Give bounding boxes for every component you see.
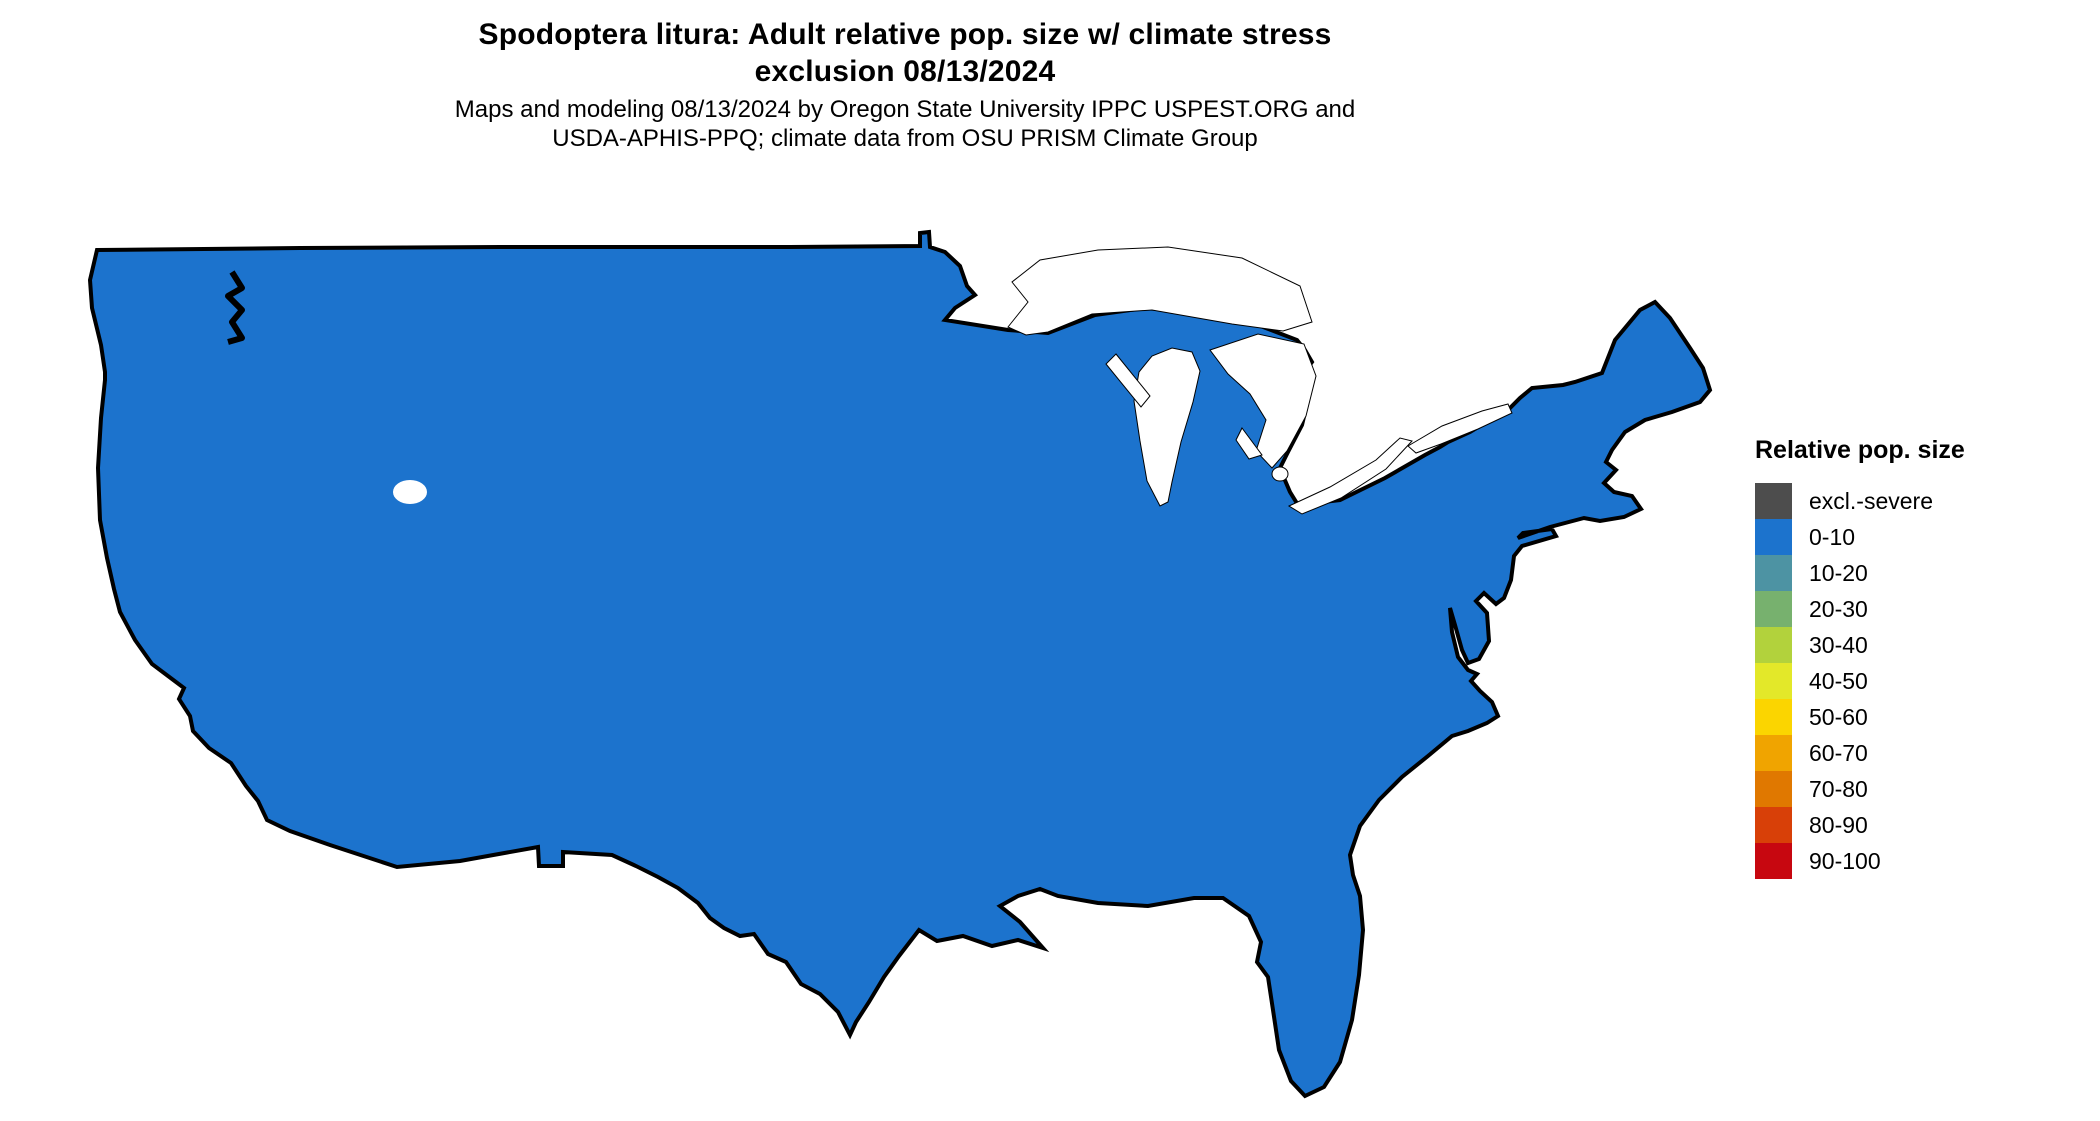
legend-entry-label: excl.-severe: [1809, 487, 1933, 514]
lake-st-clair: [1271, 466, 1289, 482]
legend-swatch: [1755, 555, 1792, 591]
speckle-band-florida-keys: [1300, 1095, 1305, 1096]
legend: Relative pop. size excl.-severe 0-10 10-20…: [1755, 436, 1965, 879]
lake-erie: [1287, 437, 1413, 515]
legend-entry-label: 80-90: [1809, 811, 1868, 838]
coastline-stroke: [88, 230, 1712, 1098]
legend-entry: 80-90: [1755, 807, 1965, 843]
legend-swatch: [1755, 843, 1792, 879]
great-salt-lake: [393, 480, 427, 504]
great-lakes: [225, 246, 1513, 515]
legend-entry: 20-30: [1755, 591, 1965, 627]
legend-swatch: [1755, 591, 1792, 627]
legend-swatch: [1755, 519, 1792, 555]
legend-swatch: [1755, 807, 1792, 843]
lake-huron: [1209, 333, 1317, 469]
legend-entry-label: 30-40: [1809, 631, 1868, 658]
legend-title: Relative pop. size: [1755, 436, 1965, 464]
legend-entry: 40-50: [1755, 663, 1965, 699]
legend-entry: excl.-severe: [1755, 483, 1965, 519]
legend-entry-label: 90-100: [1809, 847, 1881, 874]
lake-ontario: [1407, 403, 1513, 454]
legend-entry: 90-100: [1755, 843, 1965, 879]
legend-entry-label: 50-60: [1809, 703, 1868, 730]
legend-list: excl.-severe 0-10 10-20 20-30 30-40 40-50 50-6…: [1755, 483, 1965, 879]
saginaw-bay: [1235, 427, 1263, 460]
legend-entry-label: 20-30: [1809, 595, 1868, 622]
legend-entry-label: 10-20: [1809, 559, 1868, 586]
legend-entry: 50-60: [1755, 699, 1965, 735]
legend-swatch: [1755, 699, 1792, 735]
lake-superior: [1007, 246, 1313, 336]
legend-entry-label: 0-10: [1809, 523, 1856, 550]
legend-entry: 30-40: [1755, 627, 1965, 663]
legend-swatch: [1755, 735, 1792, 771]
legend-entry: 60-70: [1755, 735, 1965, 771]
legend-entry: 70-80: [1755, 771, 1965, 807]
legend-entry-label: 40-50: [1809, 667, 1868, 694]
legend-entry: 10-20: [1755, 555, 1965, 591]
legend-entry-label: 70-80: [1809, 775, 1868, 802]
legend-swatch: [1755, 483, 1792, 519]
legend-swatch: [1755, 663, 1792, 699]
map-title-line1: Spodoptera litura: Adult relative pop. s…: [478, 18, 1332, 51]
legend-entry: 0-10: [1755, 519, 1965, 555]
green-bay: [1105, 353, 1151, 408]
lake-michigan: [1133, 347, 1201, 507]
map-title: Spodoptera litura: Adult relative pop. s…: [55, 16, 1755, 90]
map-subtitle-line2: USDA-APHIS-PPQ; climate data from OSU PR…: [552, 125, 1258, 152]
map-subtitle-line1: Maps and modeling 08/13/2024 by Oregon S…: [454, 96, 1356, 123]
map-subtitle: Maps and modeling 08/13/2024 by Oregon S…: [55, 95, 1755, 153]
legend-entry-label: 60-70: [1809, 739, 1868, 766]
legend-swatch: [1755, 627, 1792, 663]
legend-swatch: [1755, 771, 1792, 807]
map-title-line2: exclusion 08/13/2024: [754, 55, 1056, 88]
puget-sound: [225, 270, 245, 345]
